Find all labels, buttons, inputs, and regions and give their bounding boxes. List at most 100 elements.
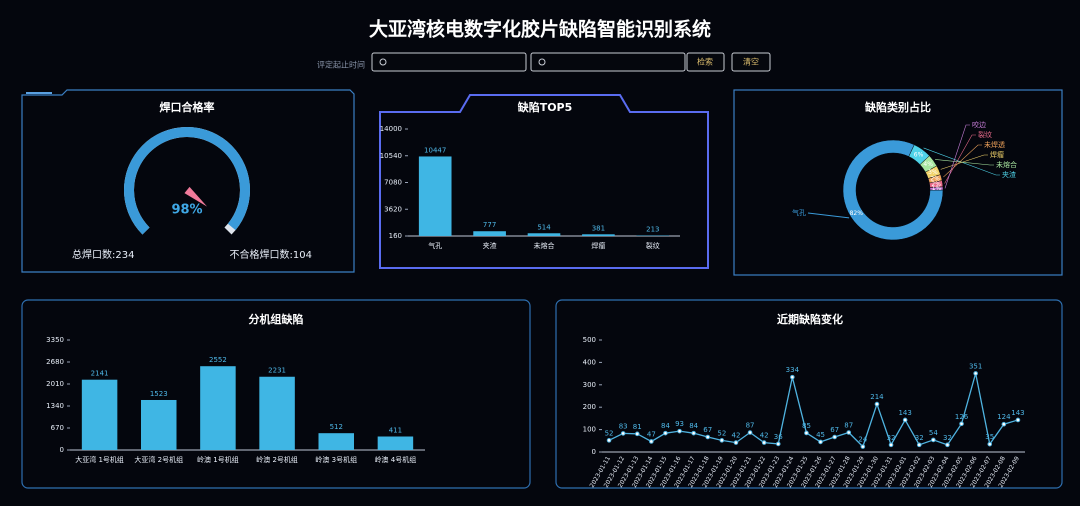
bar-value-label: 2141 (91, 370, 109, 378)
point-value-label: 126 (955, 413, 969, 421)
line-point (931, 437, 936, 443)
bar-value-label: 1523 (150, 390, 168, 398)
end-date-input[interactable] (530, 52, 686, 72)
line-point (747, 430, 753, 435)
bar (259, 376, 295, 450)
y-tick-label: 2680 (46, 358, 64, 366)
line-point (846, 430, 852, 435)
bar-value-label: 381 (592, 224, 605, 232)
bar-value-label: 213 (646, 226, 659, 234)
search-button-label[interactable]: 检索 (697, 57, 713, 67)
point-value-label: 87 (844, 422, 853, 430)
line-point (649, 439, 654, 444)
point-value-label: 124 (997, 413, 1011, 421)
clear-button[interactable] (731, 52, 771, 72)
point-value-label: 214 (870, 393, 884, 401)
leader-line (807, 212, 850, 219)
point-value-label: 52 (717, 429, 726, 437)
panel-frame (21, 89, 355, 273)
y-tick-label: 100 (583, 426, 596, 434)
clear-button-label[interactable]: 清空 (743, 57, 759, 67)
line-point (677, 428, 682, 434)
slice-value-label: 82% (850, 210, 864, 217)
line-series (608, 373, 1019, 448)
slice-value-label: 3% (928, 169, 938, 176)
pie-slice (929, 186, 944, 191)
chart-title: 缺陷类别占比 (864, 100, 931, 114)
x-tick-label: 大亚湾 2号机组 (134, 455, 183, 464)
line-point (634, 431, 640, 437)
page-title: 大亚湾核电数字化胶片缺陷智能识别系统 (369, 18, 711, 41)
line-point (606, 438, 612, 443)
gauge-value (124, 127, 250, 235)
y-tick-label: 3620 (384, 205, 402, 213)
point-value-label: 67 (703, 426, 712, 434)
pie-slice (842, 139, 944, 241)
y-tick-label: 2010 (46, 380, 64, 388)
slice-category-label: 焊瘤 (990, 150, 1004, 159)
slice-category-label: 未焊透 (984, 140, 1005, 149)
bar (377, 436, 414, 450)
bar (81, 379, 118, 450)
gauge-value-label: 98% (171, 203, 202, 218)
x-tick-label: 气孔 (428, 241, 442, 250)
point-value-label: 67 (830, 426, 839, 434)
bar (418, 156, 452, 236)
x-tick-label: 岭澳 1号机组 (197, 455, 239, 464)
chart-title: 焊口合格率 (160, 100, 215, 114)
x-tick-label: 裂纹 (646, 241, 660, 250)
y-tick-label: 160 (389, 232, 402, 240)
search-button[interactable] (686, 52, 725, 72)
start-date-input[interactable] (371, 52, 527, 72)
clock-icon (538, 58, 546, 66)
y-tick-label: 10540 (380, 152, 402, 160)
x-tick-label: 未熔合 (534, 241, 555, 250)
y-tick-label: 1340 (46, 402, 64, 410)
point-value-label: 143 (898, 409, 911, 417)
leader-line (943, 144, 982, 178)
point-value-label: 85 (802, 422, 811, 430)
leader-line (935, 159, 994, 166)
line-point (832, 434, 837, 440)
panel-frame (379, 94, 709, 269)
point-value-label: 334 (786, 366, 800, 374)
leader-line (923, 147, 1000, 176)
line-point (1015, 417, 1021, 423)
slice-category-label: 气孔 (792, 208, 806, 217)
slice-category-label: 夹渣 (1002, 170, 1016, 179)
point-value-label: 32 (887, 434, 896, 442)
line-point (945, 442, 950, 448)
slice-value-label: 1% (932, 185, 942, 192)
stat-label: 不合格焊口数:104 (230, 248, 312, 261)
line-point (663, 430, 668, 436)
point-value-label: 45 (816, 431, 825, 439)
chart-title: 分机组缺陷 (249, 312, 304, 326)
x-tick-label: 岭澳 2号机组 (256, 455, 298, 464)
slice-value-label: 6% (914, 151, 924, 158)
panel-frame (21, 299, 531, 489)
point-value-label: 47 (647, 430, 656, 438)
line-point (733, 440, 739, 445)
bar-value-label: 411 (389, 427, 402, 435)
line-point (902, 417, 908, 423)
line-point (620, 431, 626, 436)
bar-value-label: 2552 (209, 356, 227, 364)
point-value-label: 87 (746, 422, 755, 430)
line-point (874, 401, 880, 407)
line-point (973, 371, 978, 376)
slice-category-label: 未熔合 (996, 160, 1017, 169)
point-value-label: 35 (985, 433, 994, 441)
line-point (691, 430, 696, 436)
filter-label: 评定起止时间 (317, 60, 365, 70)
point-value-label: 32 (915, 434, 924, 442)
line-point (705, 434, 711, 440)
panel-frame (733, 89, 1063, 276)
bar (318, 433, 354, 450)
point-value-label: 84 (661, 422, 670, 430)
point-value-label: 351 (969, 362, 982, 370)
y-tick-label: 400 (583, 358, 596, 366)
y-tick-label: 200 (583, 403, 596, 411)
line-point (790, 374, 795, 380)
